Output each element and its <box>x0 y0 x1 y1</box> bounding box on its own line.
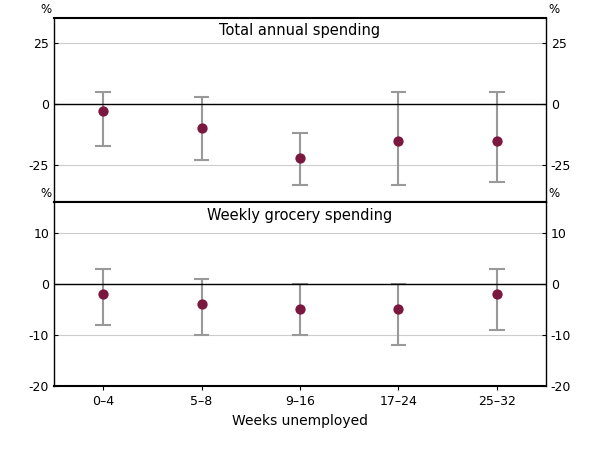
Point <box>394 137 403 144</box>
Point <box>492 291 502 298</box>
Point <box>98 291 108 298</box>
Text: Weekly grocery spending: Weekly grocery spending <box>208 207 392 223</box>
Text: Total annual spending: Total annual spending <box>220 23 380 39</box>
Point <box>98 108 108 115</box>
Point <box>197 301 206 308</box>
Text: %: % <box>40 3 52 16</box>
Text: %: % <box>548 3 560 16</box>
Point <box>295 154 305 162</box>
Text: %: % <box>548 187 560 200</box>
Point <box>295 306 305 313</box>
Point <box>394 306 403 313</box>
Point <box>197 125 206 132</box>
Text: %: % <box>40 187 52 200</box>
X-axis label: Weeks unemployed: Weeks unemployed <box>232 414 368 428</box>
Point <box>492 137 502 144</box>
